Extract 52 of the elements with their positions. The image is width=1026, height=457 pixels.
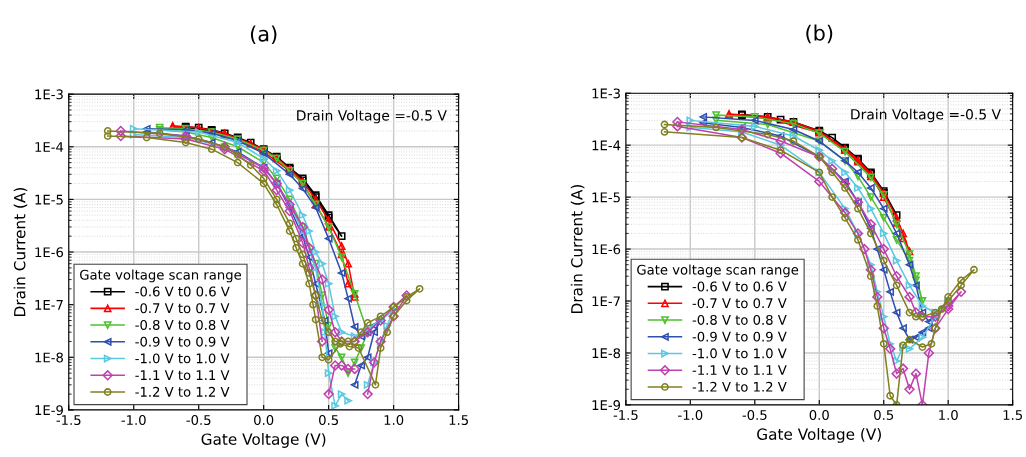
legend-label: -1.1 V to 1.1 V [135, 370, 230, 381]
y-tick-label: 1E-9 [592, 400, 621, 411]
y-tick-label: 1E-7 [592, 296, 620, 307]
legend-label: -1.0 V to 1.0 V [135, 353, 230, 364]
y-tick-label: 1E-4 [35, 142, 64, 152]
x-tick-label: -1.5 [613, 410, 638, 420]
legend-title: Gate voltage scan range [637, 264, 799, 278]
annotation: Drain Voltage =-0.5 V [297, 109, 447, 124]
x-tick-label: 1.5 [449, 415, 468, 425]
x-tick-label: -1.0 [678, 410, 703, 420]
legend-label: -1.0 V to 1.0 V [692, 348, 787, 359]
x-tick-label: 1.0 [384, 415, 404, 425]
x-tick-label: 1.0 [939, 410, 958, 420]
y-tick-label: 1E-8 [35, 352, 63, 363]
legend-label: -0.8 V to 0.8 V [135, 319, 230, 330]
legend-label: -0.6 V t0 0.6 V [135, 286, 230, 297]
y-tick-label: 1E-6 [592, 244, 621, 255]
annotation: Drain Voltage =-0.5 V [851, 108, 1001, 123]
legend-label: -1.2 V to 1.2 V [135, 386, 230, 397]
y-tick-label: 1E-9 [35, 405, 63, 416]
legend-label: -0.8 V to 0.8 V [692, 314, 787, 325]
y-tick-label: 1E-5 [592, 192, 620, 203]
legend-label: -0.9 V to 0.9 V [692, 331, 787, 342]
x-tick-label: 0.5 [874, 410, 894, 420]
legend-label: -1.1 V to 1.1 V [692, 365, 787, 376]
legend-label: -0.6 V to 0.6 V [692, 281, 787, 292]
legend-title: Gate voltage scan range [80, 269, 242, 283]
y-tick-label: 1E-5 [35, 194, 63, 205]
x-tick-label: 0.0 [254, 415, 274, 425]
legend-label: -0.7 V to 0.7 V [135, 303, 230, 314]
legend-label: -1.2 V to 1.2 V [692, 381, 787, 392]
chart-title: (b) [806, 24, 833, 44]
x-tick-label: -0.5 [186, 415, 211, 425]
chart-title: (a) [250, 25, 277, 45]
legend-label: -0.7 V to 0.7 V [692, 298, 787, 309]
y-tick-label: 1E-7 [35, 300, 63, 310]
y-tick-label: 1E-3 [592, 88, 620, 99]
x-axis-title: Gate Voltage (V) [757, 428, 881, 443]
legend-label: -0.9 V to 0.9 V [135, 336, 230, 347]
x-tick-label: -1.0 [121, 415, 146, 425]
y-tick-label: 1E-6 [35, 247, 64, 258]
x-tick-label: 0.0 [809, 410, 829, 420]
y-axis-title: Drain Current (A) [570, 184, 585, 313]
y-axis-title: Drain Current (A) [13, 187, 28, 316]
y-tick-label: 1E-8 [592, 348, 621, 359]
x-tick-label: 0.5 [319, 415, 338, 425]
x-tick-label: 1.5 [1003, 410, 1022, 420]
y-tick-label: 1E-4 [592, 140, 621, 151]
x-tick-label: -0.5 [742, 410, 767, 420]
y-tick-label: 1E-3 [35, 89, 63, 100]
x-axis-title: Gate Voltage (V) [201, 433, 326, 448]
x-tick-label: -1.5 [56, 415, 81, 425]
